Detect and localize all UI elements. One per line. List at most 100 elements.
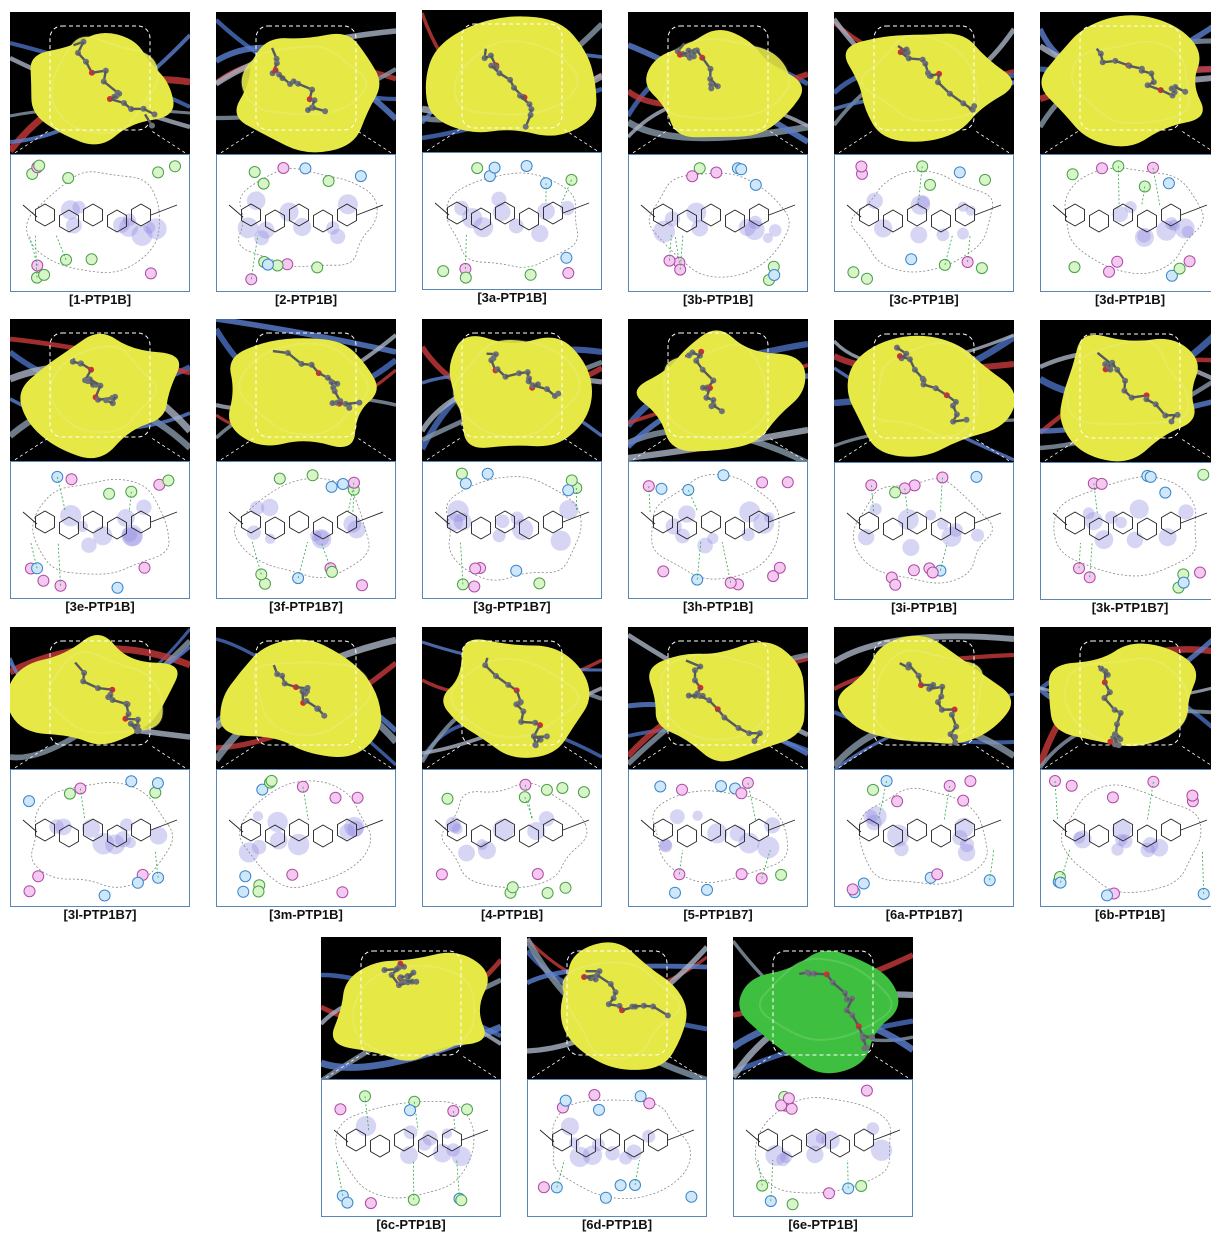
ligand-chain bbox=[150, 819, 178, 831]
hydrophobic-halo bbox=[125, 837, 136, 849]
hydrophobic-halo bbox=[417, 1137, 432, 1151]
zoom-guide-line bbox=[1040, 744, 1081, 771]
pocket-outline bbox=[234, 477, 370, 579]
hydrophobic-halo bbox=[550, 530, 571, 551]
residue-disc bbox=[654, 780, 667, 793]
ligand-ring bbox=[471, 824, 491, 848]
docking-panel: [3b-PTP1B] bbox=[628, 12, 808, 307]
hydrophobic-halo bbox=[458, 844, 475, 862]
ligand-chain bbox=[745, 1129, 761, 1143]
hydrophobic-halo bbox=[863, 809, 878, 824]
residue-disc bbox=[1106, 791, 1119, 804]
zoom-guide-line bbox=[973, 129, 1014, 156]
ligand-ring bbox=[265, 209, 285, 233]
hydrogen-bond-line bbox=[347, 482, 355, 513]
ligand-ring bbox=[955, 511, 975, 535]
hydrophobic-halo bbox=[957, 843, 976, 862]
zoom-guide-line bbox=[422, 436, 463, 463]
zoom-box bbox=[255, 332, 357, 438]
hydrogen-bond-line bbox=[251, 541, 262, 575]
hydrophobic-halo bbox=[270, 831, 288, 850]
hydrophobic-halo bbox=[971, 528, 985, 542]
zoom-guide-line bbox=[561, 744, 602, 771]
interaction-diagram bbox=[216, 769, 396, 907]
residue-disc bbox=[239, 870, 252, 883]
hydrophobic-halo bbox=[916, 195, 930, 209]
docking-panel: [3g-PTP1B7] bbox=[422, 319, 602, 614]
hydrophobic-halo bbox=[527, 822, 546, 841]
ligand-atom bbox=[381, 967, 388, 973]
residue-disc bbox=[151, 777, 164, 790]
docking-panel: [3d-PTP1B] bbox=[1040, 12, 1211, 307]
ligand-ring bbox=[313, 824, 333, 848]
hydrophobic-halo bbox=[131, 224, 153, 246]
residue-disc bbox=[1197, 887, 1210, 900]
hydrophobic-halo bbox=[1178, 504, 1194, 520]
hydrophobic-halo bbox=[764, 817, 781, 834]
ligand-chain bbox=[640, 511, 656, 525]
ligand-ring bbox=[725, 824, 745, 848]
residue-disc bbox=[455, 467, 468, 480]
hydrophobic-halo bbox=[76, 520, 88, 532]
hydrophobic-halo bbox=[117, 509, 135, 527]
panel-caption: [6b-PTP1B] bbox=[1094, 907, 1166, 922]
hydrogen-bond-line bbox=[989, 849, 995, 881]
ligand-chain bbox=[228, 819, 244, 833]
hydrophobic-halo bbox=[1150, 838, 1169, 857]
residue-disc bbox=[257, 177, 270, 190]
residue-disc bbox=[37, 574, 50, 587]
residue-disc bbox=[23, 795, 35, 808]
ligand-chain bbox=[846, 512, 862, 526]
zoom-guide-line bbox=[767, 744, 808, 771]
zoom-guide-line bbox=[628, 436, 669, 463]
hydrophobic-halo bbox=[659, 839, 673, 853]
pocket-outline bbox=[31, 782, 173, 888]
residue-disc bbox=[334, 1103, 347, 1116]
ligand-ring bbox=[543, 510, 563, 534]
residue-disc bbox=[447, 1105, 460, 1117]
residue-disc bbox=[785, 1102, 798, 1115]
residue-disc bbox=[144, 267, 157, 280]
ligand-atom bbox=[939, 683, 946, 690]
interaction-diagram bbox=[216, 461, 396, 599]
hydrophobic-halo bbox=[238, 842, 259, 863]
docking-surface-view bbox=[422, 319, 602, 463]
hydrophobic-halo bbox=[957, 201, 969, 212]
residue-disc bbox=[131, 876, 144, 889]
residue-disc bbox=[261, 258, 274, 271]
residue-disc bbox=[1162, 177, 1175, 190]
ligand-ring bbox=[725, 209, 745, 233]
hydrogen-bond-line bbox=[56, 476, 66, 513]
ligand-atom bbox=[1182, 88, 1189, 95]
hydrophobic-halo bbox=[1115, 516, 1127, 529]
ligand-ring bbox=[806, 1128, 826, 1152]
ligand-atom bbox=[532, 741, 539, 748]
residue-disc bbox=[252, 885, 265, 898]
zoom-box bbox=[1079, 25, 1181, 131]
binding-surface-highlight bbox=[874, 649, 984, 743]
hydrogen-bond-line bbox=[320, 541, 331, 569]
hydrogen-bond-line bbox=[967, 234, 971, 263]
residue-disc bbox=[62, 172, 75, 184]
residue-disc bbox=[735, 868, 748, 881]
ligand-chain bbox=[640, 204, 656, 218]
binding-surface-highlight bbox=[49, 345, 158, 434]
ligand-chain bbox=[434, 202, 450, 216]
hydrophobic-halo bbox=[453, 512, 472, 531]
hydrogen-bond-line bbox=[128, 491, 132, 513]
protein-ribbon bbox=[628, 119, 808, 142]
hydrogen-bond-line bbox=[678, 849, 683, 875]
ligand-chain bbox=[22, 819, 38, 833]
ligand-ring bbox=[447, 510, 467, 534]
hydrophobic-halo bbox=[692, 810, 703, 821]
zoom-guide-line bbox=[355, 436, 396, 463]
ligand-ring bbox=[447, 201, 467, 225]
zoom-guide-line bbox=[355, 744, 396, 771]
zoom-guide-line bbox=[10, 744, 51, 771]
hydrophobic-halo bbox=[492, 529, 506, 543]
ligand-ring bbox=[955, 818, 975, 842]
residue-disc bbox=[488, 161, 501, 174]
zoom-guide-line bbox=[1179, 437, 1211, 459]
residue-disc bbox=[908, 479, 921, 492]
residue-disc bbox=[715, 780, 727, 793]
